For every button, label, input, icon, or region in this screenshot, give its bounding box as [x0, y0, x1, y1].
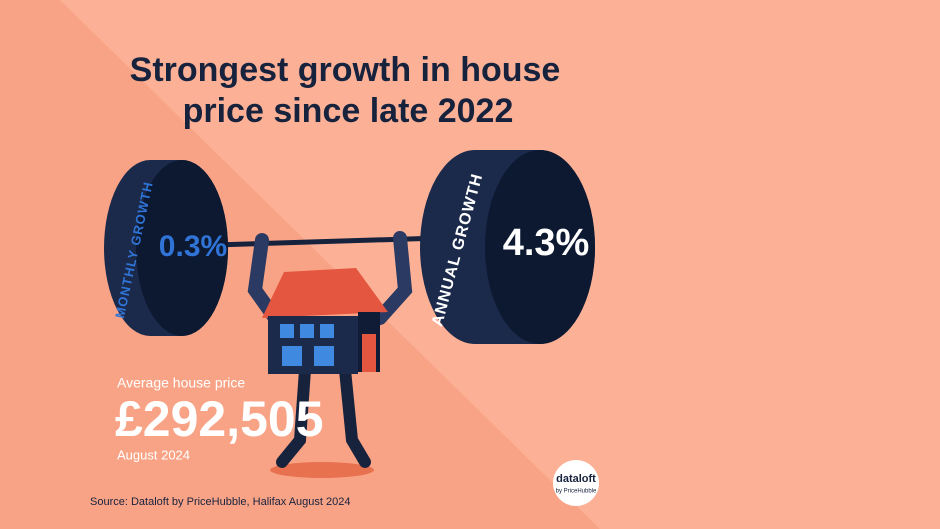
price-date: August 2024 — [117, 447, 190, 462]
weight-value: 4.3% — [503, 222, 590, 264]
logo-sub: by PriceHubble — [556, 489, 597, 495]
source: Source: Dataloft by PriceHubble, Halifax… — [90, 496, 350, 508]
monthly-weight: MONTHLY GROWTH 0.3% — [104, 160, 228, 336]
price-value: £292,505 — [115, 391, 324, 447]
logo: dataloft by PriceHubble — [553, 460, 599, 506]
logo-name: dataloft — [556, 473, 596, 485]
annual-weight: ANNUAL GROWTH 4.3% — [420, 150, 595, 344]
house-figure — [247, 231, 413, 478]
price-label: Average house price — [117, 375, 245, 391]
title-line: Strongest growth in house — [130, 51, 561, 89]
title-line: price since late 2022 — [183, 92, 514, 130]
weight-value: 0.3% — [159, 230, 227, 263]
